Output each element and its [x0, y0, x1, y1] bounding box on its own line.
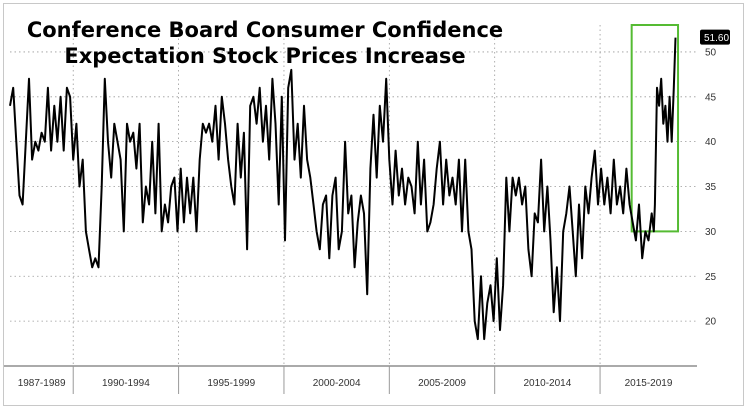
highlight-box	[630, 24, 680, 233]
last-value-label: 51.60	[704, 33, 729, 44]
y-tick-label-35: 35	[705, 182, 717, 193]
x-category-label-1: 1990-1994	[102, 378, 150, 389]
y-tick-label-30: 30	[705, 227, 717, 238]
y-tick-label-40: 40	[705, 137, 717, 148]
y-tick-label-25: 25	[705, 272, 717, 283]
y-axis: 20 25 30 35 40 45 50	[705, 47, 717, 327]
last-value-badge: 51.60	[700, 29, 730, 45]
x-category-label-5: 2010-2014	[523, 378, 571, 389]
chart-frame	[3, 3, 744, 406]
y-tick-label-20: 20	[705, 317, 717, 328]
chart-title-line-2: Expectation Stock Prices Increase	[64, 44, 465, 68]
chart-title-line-1: Conference Board Consumer Confidence	[27, 18, 503, 42]
grid-layer	[10, 25, 697, 366]
y-tick-label-45: 45	[705, 92, 717, 103]
series-line-0	[9, 37, 677, 341]
x-axis: 1987-1989 1990-1994 1995-1999 2000-2004 2005…	[4, 365, 697, 394]
x-category-label-2: 1995-1999	[207, 378, 255, 389]
last-value-box	[700, 29, 730, 45]
x-category-label-4: 2005-2009	[418, 378, 466, 389]
highlight-layer	[630, 24, 680, 233]
y-tick-label-50: 50	[705, 47, 717, 58]
x-category-label-0: 1987-1989	[18, 378, 66, 389]
x-category-label-6: 2015-2019	[625, 378, 673, 389]
series-layer	[9, 37, 677, 341]
x-category-label-3: 2000-2004	[313, 378, 361, 389]
